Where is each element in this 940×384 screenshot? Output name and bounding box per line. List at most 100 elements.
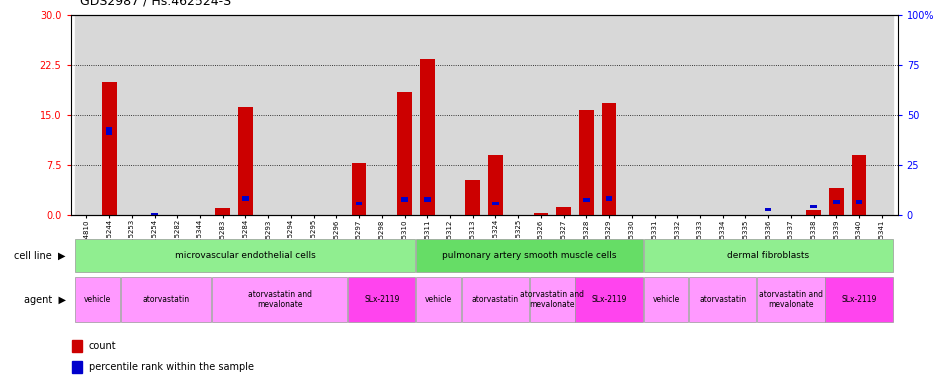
Bar — [72, 361, 82, 373]
Text: count: count — [88, 341, 117, 351]
Bar — [689, 277, 757, 322]
Bar — [102, 82, 117, 215]
Bar — [465, 180, 480, 215]
Bar — [398, 92, 412, 215]
Bar — [870, 15, 893, 215]
Bar — [602, 103, 617, 215]
Bar — [98, 15, 120, 215]
Bar — [493, 202, 499, 205]
Text: vehicle: vehicle — [85, 295, 112, 304]
Text: agent  ▶: agent ▶ — [24, 295, 66, 305]
Text: SLx-2119: SLx-2119 — [841, 295, 877, 304]
Bar — [355, 202, 363, 205]
Bar — [462, 277, 529, 322]
Bar — [734, 15, 757, 215]
Bar — [848, 15, 870, 215]
Bar — [352, 163, 367, 215]
Bar — [484, 15, 507, 215]
Bar — [121, 277, 211, 322]
Text: atorvastatin: atorvastatin — [142, 295, 190, 304]
Bar — [757, 15, 779, 215]
Text: atorvastatin and
mevalonate: atorvastatin and mevalonate — [520, 290, 585, 309]
Bar — [758, 277, 824, 322]
Bar — [243, 196, 249, 201]
Text: atorvastatin and
mevalonate: atorvastatin and mevalonate — [759, 290, 822, 309]
Bar — [829, 189, 844, 215]
Bar — [166, 15, 189, 215]
Bar — [415, 15, 439, 215]
Bar — [507, 15, 529, 215]
Text: dermal fibroblasts: dermal fibroblasts — [728, 251, 809, 260]
Bar — [598, 15, 620, 215]
Bar — [802, 15, 825, 215]
Bar — [120, 15, 143, 215]
Bar — [234, 15, 257, 215]
Bar — [712, 15, 734, 215]
Bar — [553, 15, 575, 215]
Bar — [325, 15, 348, 215]
Bar — [151, 213, 158, 216]
Bar — [75, 239, 415, 272]
Bar — [370, 15, 393, 215]
Bar — [72, 340, 82, 352]
Text: GDS2987 / Hs.462524-S: GDS2987 / Hs.462524-S — [80, 0, 231, 8]
Bar — [530, 277, 574, 322]
Bar — [807, 210, 821, 215]
Bar — [348, 15, 370, 215]
Bar — [689, 15, 712, 215]
Bar — [644, 277, 688, 322]
Bar — [416, 239, 643, 272]
Bar — [529, 15, 553, 215]
Bar — [212, 15, 234, 215]
Bar — [579, 110, 594, 215]
Bar — [833, 200, 839, 204]
Bar — [583, 198, 589, 202]
Bar — [189, 15, 212, 215]
Bar — [401, 197, 408, 202]
Bar — [424, 197, 431, 202]
Bar — [855, 200, 862, 204]
Bar — [620, 15, 643, 215]
Text: percentile rank within the sample: percentile rank within the sample — [88, 362, 254, 372]
Bar — [279, 15, 303, 215]
Bar — [825, 15, 848, 215]
Bar — [75, 15, 98, 215]
Bar — [825, 277, 893, 322]
Bar — [106, 127, 113, 135]
Text: vehicle: vehicle — [425, 295, 452, 304]
Bar — [575, 15, 598, 215]
Bar — [605, 196, 613, 201]
Text: SLx-2119: SLx-2119 — [364, 295, 400, 304]
Bar — [393, 15, 415, 215]
Bar — [643, 15, 666, 215]
Bar — [488, 155, 503, 215]
Bar — [779, 15, 802, 215]
Bar — [303, 15, 325, 215]
Bar — [439, 15, 462, 215]
Text: atorvastatin: atorvastatin — [472, 295, 519, 304]
Bar — [416, 277, 461, 322]
Bar — [534, 213, 548, 215]
Bar — [215, 209, 230, 215]
Bar — [348, 277, 415, 322]
Bar — [420, 59, 434, 215]
Text: SLx-2119: SLx-2119 — [591, 295, 627, 304]
Bar — [238, 107, 253, 215]
Bar — [644, 239, 893, 272]
Text: pulmonary artery smooth muscle cells: pulmonary artery smooth muscle cells — [443, 251, 617, 260]
Bar — [852, 155, 867, 215]
Text: cell line  ▶: cell line ▶ — [14, 250, 66, 260]
Text: microvascular endothelial cells: microvascular endothelial cells — [175, 251, 316, 260]
Bar — [75, 277, 120, 322]
Text: atorvastatin: atorvastatin — [699, 295, 746, 304]
Bar — [666, 15, 689, 215]
Bar — [257, 15, 279, 215]
Bar — [212, 277, 347, 322]
Text: vehicle: vehicle — [652, 295, 680, 304]
Bar — [143, 15, 166, 215]
Bar — [810, 205, 817, 209]
Bar — [556, 207, 571, 215]
Bar — [765, 208, 772, 211]
Bar — [462, 15, 484, 215]
Bar — [575, 277, 643, 322]
